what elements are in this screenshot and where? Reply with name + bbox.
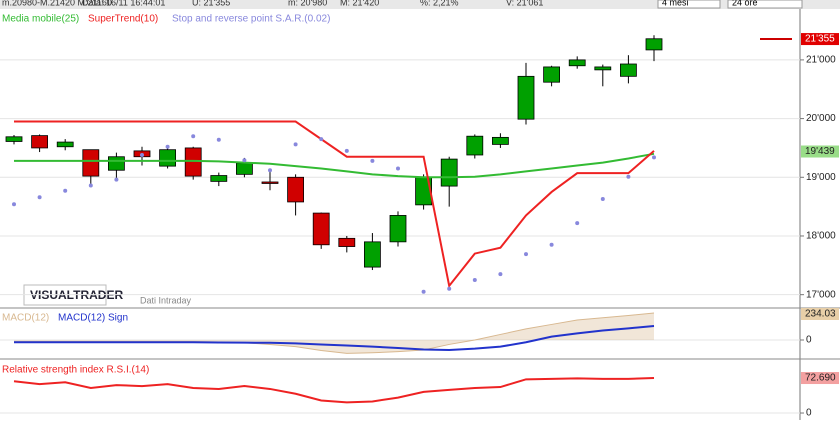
sar-dot [524, 252, 528, 257]
candle-body [594, 66, 612, 71]
candle-body [440, 158, 458, 187]
series-line [14, 152, 655, 179]
sar-dot [626, 174, 631, 179]
sar-dot [114, 177, 119, 182]
dropdown-label[interactable]: 4 mesi [662, 0, 689, 7]
sar-dot [447, 286, 452, 291]
legend-entry: Relative strength index R.S.I.(14) [2, 365, 149, 376]
legend-entry: Stop and reverse point S.A.R.(0.02) [172, 14, 330, 25]
candle-body [363, 241, 381, 268]
candle-body [568, 59, 586, 67]
value-badge-label: 234.03 [805, 309, 836, 320]
sar-dot [344, 148, 349, 153]
candle-body [287, 176, 305, 203]
header-item: %: 2,21% [420, 0, 459, 7]
candle-body [210, 175, 228, 182]
candle-body [31, 135, 49, 149]
value-badge [801, 33, 839, 46]
sar-dot [63, 188, 68, 193]
candle-body [466, 135, 484, 156]
y-tick-label: 0 [806, 408, 812, 419]
sar-dot [165, 144, 170, 149]
header-item: m: 20'980 [288, 0, 327, 7]
sar-dot [37, 195, 42, 200]
sar-dot [472, 278, 477, 282]
sar-dot [140, 152, 144, 157]
candle-body [184, 147, 202, 177]
candle-body [235, 162, 253, 175]
value-badge-label: 72.690 [805, 373, 836, 384]
value-badge-label: 21'355 [805, 34, 835, 45]
sar-dot [293, 142, 298, 147]
header-item: V: 21'061 [506, 0, 543, 7]
sar-dot [216, 137, 221, 142]
sar-dot [88, 183, 93, 188]
top-bar [0, 0, 840, 9]
sar-dot [191, 134, 196, 139]
interval-dropdown[interactable] [727, 0, 803, 9]
legend-entry: SuperTrend(10) [88, 14, 158, 25]
candle-body [517, 75, 535, 120]
candle-body [491, 136, 509, 145]
candle-body [312, 212, 330, 246]
legend-entry: Media mobile(25) [2, 14, 79, 25]
candle-body [338, 237, 356, 247]
sar-dot [319, 137, 324, 142]
legend-entry: MACD(12) [2, 313, 49, 324]
candle-body [108, 156, 125, 171]
sar-dot [268, 168, 272, 173]
series-line [14, 120, 655, 289]
candle-body [82, 149, 100, 177]
y-tick-label: 18'000 [806, 231, 836, 242]
y-tick-label: 0 [806, 335, 812, 346]
header-item: M: 21'420 [340, 0, 379, 7]
y-tick-label: 20'000 [806, 113, 836, 124]
sar-dot [498, 272, 503, 277]
header-item: U: 21'355 [192, 0, 230, 7]
candle-body [645, 38, 663, 51]
legend-entry: MACD(12) Sign [58, 313, 128, 324]
header-item: Data: 16/11 16:44:01 [82, 0, 165, 7]
sar-dot [396, 166, 400, 171]
period-dropdown[interactable] [657, 0, 721, 9]
sar-dot [600, 197, 605, 201]
sar-dot [12, 202, 16, 207]
value-badge [801, 307, 839, 320]
series-line [13, 377, 655, 404]
candle-body [56, 141, 74, 148]
y-tick-label: 19'000 [806, 172, 836, 183]
sar-dot [652, 155, 656, 160]
candle-body [5, 136, 23, 142]
candle-body [159, 149, 177, 167]
value-badge [801, 372, 839, 385]
candle-body [543, 66, 560, 83]
sar-dot [242, 158, 247, 163]
value-badge [801, 145, 839, 158]
sar-dot [421, 289, 426, 294]
y-tick-label: 21'000 [806, 55, 836, 66]
sar-dot [549, 242, 554, 247]
sar-dot [575, 221, 580, 226]
header-item: m.20980-M.21420 M:21160 [2, 0, 112, 7]
dropdown-label[interactable]: 24 ore [732, 0, 758, 7]
value-badge-label: 19'439 [805, 146, 835, 157]
candle-body [620, 63, 637, 77]
source-label: Dati Intraday [140, 295, 192, 305]
sar-dot [370, 158, 375, 163]
candle-body [389, 215, 407, 243]
candle-body [261, 181, 279, 184]
y-tick-label: 17'000 [806, 289, 836, 300]
series-line [14, 325, 655, 352]
